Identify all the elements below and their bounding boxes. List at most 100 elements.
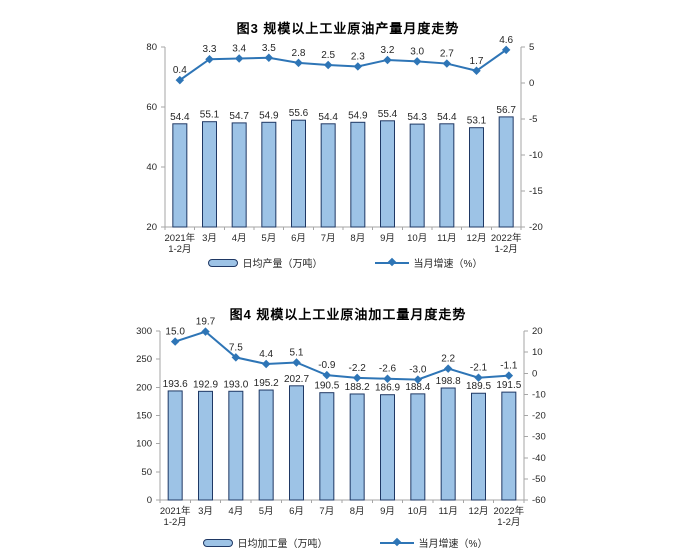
line-value-label: 5.1 (290, 347, 304, 358)
bar (198, 390, 213, 501)
line-value-label: 3.4 (232, 44, 246, 55)
left-axis-tick-label: 80 (146, 42, 157, 53)
bar (471, 392, 486, 501)
x-axis-category-label: 4月 (232, 233, 247, 244)
x-axis-category-label: 8月 (350, 506, 365, 517)
line-marker-icon (352, 373, 362, 383)
bar-value-label: 54.4 (170, 112, 190, 123)
left-axis-tick-label: 0 (147, 495, 152, 506)
x-axis-category-label: 7月 (319, 506, 334, 517)
left-axis-tick-label: 50 (141, 467, 152, 478)
line-marker-icon (264, 53, 274, 63)
chart3-legend-item-line: 当月增速（%） (374, 255, 483, 270)
left-axis-tick-label: 60 (146, 102, 157, 113)
bar (231, 122, 247, 228)
chart4-legend-bar-label: 日均加工量（万吨） (237, 539, 328, 550)
right-axis-tick-label: 20 (532, 326, 543, 337)
line-value-label: 7.5 (229, 342, 243, 353)
chart3-legend-item-bar: 日均产量（万吨） (207, 255, 323, 270)
growth-line (174, 330, 509, 381)
line-marker-icon (413, 375, 423, 384)
line-value-label: -1.1 (500, 361, 518, 372)
bar-value-label: 54.4 (437, 112, 457, 123)
line-value-label: -2.1 (470, 363, 488, 374)
line-marker-icon (322, 370, 332, 380)
right-axis-tick-label: -5 (529, 114, 537, 125)
line-value-label: -2.6 (379, 364, 397, 375)
line-value-label: 19.7 (196, 317, 216, 328)
left-axis-tick-label: 100 (136, 439, 152, 450)
bar (319, 392, 335, 501)
chart4-legend-line-label: 当月增速（%） (418, 539, 488, 550)
bar (409, 123, 425, 228)
right-axis-tick-label: -30 (532, 432, 546, 443)
left-axis-tick-label: 200 (136, 382, 152, 393)
bar (228, 390, 244, 501)
line-value-label: 2.5 (321, 50, 335, 61)
x-axis-category-label: 4月 (228, 506, 243, 517)
bar (410, 393, 426, 501)
bar-value-label: 55.4 (378, 109, 398, 120)
bar (258, 389, 274, 501)
line-value-label: 2.8 (292, 48, 306, 59)
bar (350, 121, 366, 228)
line-value-label: 15.0 (165, 327, 185, 338)
chart3-legend: 日均产量（万吨） 当月增速（%） (0, 255, 690, 270)
line-marker-icon (170, 337, 180, 346)
line-marker-icon (353, 62, 363, 71)
line-value-label: 3.0 (410, 46, 424, 57)
bar-value-label: 195.2 (254, 378, 279, 389)
line-value-label: -2.2 (349, 363, 367, 374)
line-value-label: 4.6 (499, 35, 513, 46)
line-marker-icon (474, 373, 483, 382)
x-axis-category-label: 9月 (380, 233, 395, 244)
x-axis-category-label: 6月 (291, 233, 306, 244)
bar-value-label: 186.9 (375, 383, 400, 394)
x-axis-category-label: 5月 (261, 233, 276, 244)
line-marker-icon (261, 359, 271, 369)
bar-value-label: 189.5 (466, 381, 491, 392)
bar (498, 116, 514, 228)
line-marker-icon (443, 364, 453, 373)
bar-series: 54.4 55.1 54.7 54.9 55.6 54.4 54.9 55.4 54.3 54.4… (170, 105, 516, 228)
bar (202, 121, 217, 228)
line-value-label: -0.9 (318, 360, 336, 371)
bar (320, 123, 336, 228)
chart3-legend-bar-label: 日均产量（万吨） (242, 259, 323, 270)
line-value-label: 2.2 (441, 354, 455, 365)
bar (261, 121, 277, 228)
line-marker-icon (383, 55, 392, 65)
bar (439, 123, 455, 228)
left-axis-tick-label: 40 (146, 162, 157, 173)
x-axis-category-label: 12月 (466, 233, 486, 244)
line-value-label: 3.5 (262, 43, 276, 54)
x-axis-category-label: 11月 (438, 506, 457, 517)
x-axis-category-label: 3月 (202, 233, 217, 244)
chart4-legend-item-bar: 日均加工量（万吨） (202, 535, 328, 550)
line-marker-icon (323, 60, 333, 70)
chart3-title: 图3 规模以上工业原油产量月度走势 (236, 21, 460, 36)
chart3-legend-line-label: 当月增速（%） (413, 259, 483, 270)
axes (156, 330, 528, 503)
bar-value-label: 54.4 (318, 112, 338, 123)
x-axis-category-label: 8月 (350, 233, 365, 244)
line-value-label: 3.3 (203, 44, 217, 55)
chart4-legend: 日均加工量（万吨） 当月增速（%） (0, 535, 690, 550)
bar-value-label: 191.5 (496, 380, 521, 391)
line-series: 15.0 19.7 7.5 4.4 5.1 -0.9 -2.2 -2.6 -3.0 2.2 -2.1… (165, 317, 518, 384)
bar (380, 120, 395, 228)
bar (291, 119, 306, 228)
x-axis-category-label: 2022年 1-2月 (491, 232, 522, 255)
x-axis-category-label: 10月 (407, 233, 427, 244)
line-series: 0.4 3.3 3.4 3.5 2.8 2.5 2.3 3.2 3.0 2.7 1.7 4.6 (173, 35, 514, 85)
right-axis-tick-label: -40 (532, 453, 546, 464)
x-axis-category-label: 2022年 1-2月 (494, 505, 525, 528)
bar (469, 127, 484, 228)
bar-value-label: 54.9 (259, 110, 279, 121)
line-marker-icon (201, 327, 210, 336)
left-axis-tick-label: 20 (146, 222, 157, 233)
x-axis-category-label: 2021年 1-2月 (160, 505, 191, 528)
right-axis-tick-label: -10 (529, 150, 543, 161)
line-marker-icon (472, 66, 481, 76)
left-axis-tick-label: 150 (136, 411, 152, 422)
